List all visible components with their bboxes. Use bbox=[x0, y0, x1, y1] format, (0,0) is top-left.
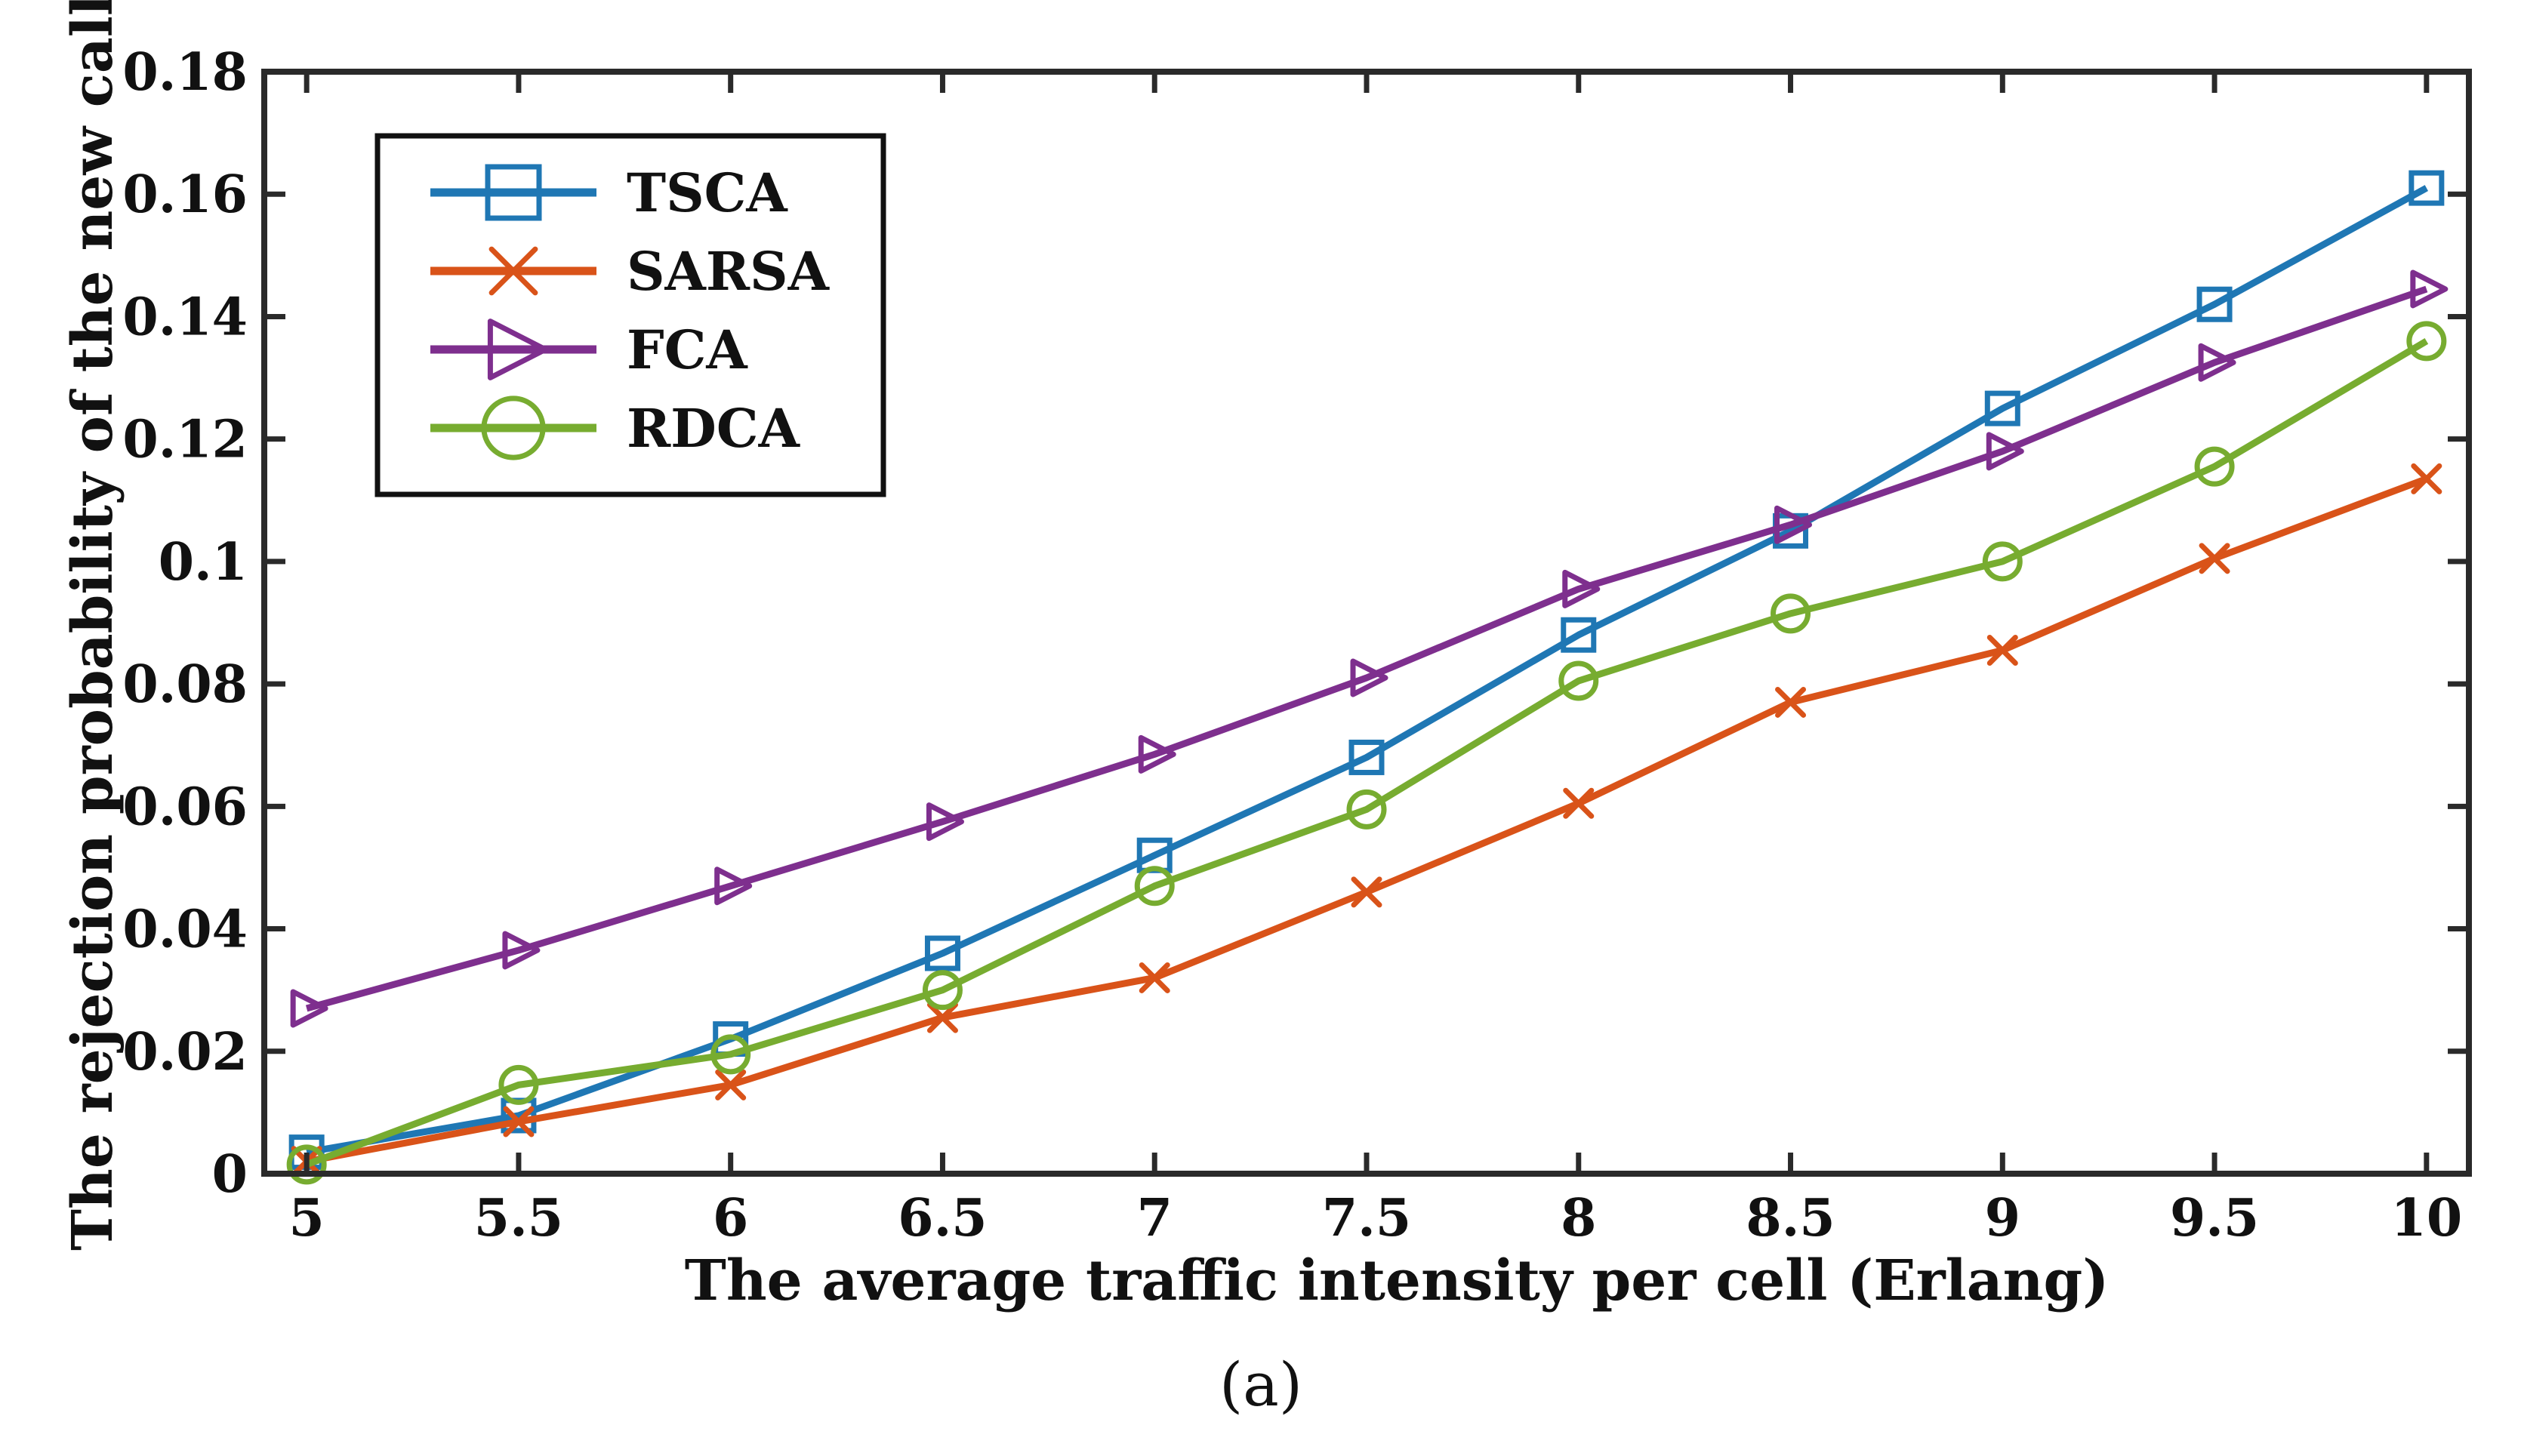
series-line-fca bbox=[305, 285, 2428, 1012]
y-tick-label: 0.14 bbox=[122, 287, 248, 347]
data-point-rdca bbox=[2194, 446, 2235, 487]
x-tick-label: 9 bbox=[1985, 1188, 2020, 1248]
figure-caption: (a) bbox=[1219, 1350, 1302, 1420]
y-tick-label: 0.16 bbox=[122, 165, 248, 225]
data-point-rdca bbox=[1134, 866, 1175, 907]
legend-label: RDCA bbox=[627, 397, 801, 460]
y-tick-label: 0.1 bbox=[159, 532, 248, 593]
y-tick-label: 0.06 bbox=[122, 777, 248, 837]
legend-marker-rdca bbox=[481, 396, 546, 460]
data-point-sarsa bbox=[2411, 463, 2442, 494]
data-point-rdca bbox=[1982, 541, 2023, 582]
data-point-rdca bbox=[1771, 593, 1811, 634]
data-point-rdca bbox=[498, 1064, 539, 1105]
data-point-fca bbox=[1562, 569, 1601, 608]
data-point-fca bbox=[290, 989, 328, 1028]
legend-item-sarsa: SARSA bbox=[430, 240, 831, 303]
legend-marker-tsca bbox=[485, 164, 542, 221]
series-line-rdca bbox=[305, 338, 2429, 1168]
data-point-sarsa bbox=[1775, 686, 1807, 718]
series-rdca bbox=[286, 321, 2447, 1185]
data-point-fca bbox=[714, 867, 753, 906]
y-tick-label: 0.02 bbox=[122, 1022, 248, 1082]
legend-label: TSCA bbox=[627, 162, 788, 224]
series-line-sarsa bbox=[306, 476, 2428, 1165]
y-tick-label: 0.12 bbox=[122, 410, 248, 470]
ticks-layer: 5 5.5 6 6.5 7 7.5 8 8.5 9 9.5 10 0 0.02 0.04 0.06 0.08 0… bbox=[122, 42, 2469, 1248]
data-point-rdca bbox=[710, 1034, 751, 1075]
data-point-fca bbox=[1350, 658, 1388, 697]
legend-item-tsca: TSCA bbox=[430, 162, 788, 224]
legend-item-fca: FCA bbox=[430, 319, 748, 381]
legend-label: SARSA bbox=[627, 240, 831, 303]
data-point-rdca bbox=[922, 970, 963, 1011]
y-tick-label: 0.04 bbox=[122, 900, 248, 960]
data-point-sarsa bbox=[715, 1069, 747, 1100]
legend: TSCA SARSA FCA RDCA bbox=[374, 133, 886, 497]
data-point-sarsa bbox=[926, 1002, 958, 1033]
x-tick-label: 10 bbox=[2391, 1188, 2463, 1248]
data-point-tsca bbox=[1348, 739, 1385, 775]
series-fca bbox=[290, 269, 2449, 1028]
legend-marker-fca bbox=[487, 319, 548, 380]
y-tick-label: 0.08 bbox=[122, 654, 248, 715]
x-tick-label: 5.5 bbox=[474, 1188, 563, 1248]
x-tick-label: 7 bbox=[1137, 1188, 1173, 1248]
x-tick-label: 8.5 bbox=[1746, 1188, 1835, 1248]
data-point-sarsa bbox=[1139, 962, 1170, 993]
data-point-rdca bbox=[1558, 660, 1599, 701]
data-point-fca bbox=[2198, 343, 2236, 382]
data-point-fca bbox=[502, 931, 541, 970]
x-tick-label: 9.5 bbox=[2170, 1188, 2259, 1248]
data-point-sarsa bbox=[1563, 787, 1595, 819]
x-axis-title: The average traffic intensity per cell (… bbox=[685, 1248, 2109, 1313]
x-tick-label: 8 bbox=[1561, 1188, 1596, 1248]
data-point-sarsa bbox=[2199, 543, 2230, 574]
data-point-sarsa bbox=[1986, 635, 2018, 666]
data-point-rdca bbox=[1346, 789, 1387, 830]
y-tick-label: 0 bbox=[212, 1144, 248, 1205]
legend-item-rdca: RDCA bbox=[430, 396, 801, 460]
data-point-tsca bbox=[2409, 170, 2445, 206]
series-sarsa bbox=[291, 463, 2442, 1177]
legend-label: FCA bbox=[627, 319, 748, 381]
data-point-tsca bbox=[924, 935, 960, 971]
data-point-fca bbox=[1986, 432, 2024, 471]
x-tick-label: 7.5 bbox=[1322, 1188, 1411, 1248]
data-point-fca bbox=[2410, 269, 2449, 309]
x-tick-label: 5 bbox=[288, 1188, 324, 1248]
data-point-rdca bbox=[286, 1144, 327, 1185]
data-point-tsca bbox=[2196, 286, 2233, 322]
data-point-sarsa bbox=[1351, 876, 1382, 908]
data-point-sarsa bbox=[503, 1106, 535, 1137]
data-point-tsca bbox=[1984, 390, 2020, 426]
y-tick-label: 0.18 bbox=[122, 42, 248, 103]
data-point-rdca bbox=[2406, 321, 2447, 362]
series-layer bbox=[286, 170, 2449, 1185]
x-tick-label: 6.5 bbox=[898, 1188, 987, 1248]
y-axis-title: The rejection probability of the new cal… bbox=[60, 0, 125, 1251]
data-point-fca bbox=[1774, 505, 1813, 544]
legend-marker-sarsa bbox=[488, 246, 538, 296]
data-point-fca bbox=[926, 802, 964, 842]
data-point-fca bbox=[1138, 734, 1176, 774]
data-point-tsca bbox=[1561, 617, 1597, 653]
x-tick-label: 6 bbox=[713, 1188, 748, 1248]
